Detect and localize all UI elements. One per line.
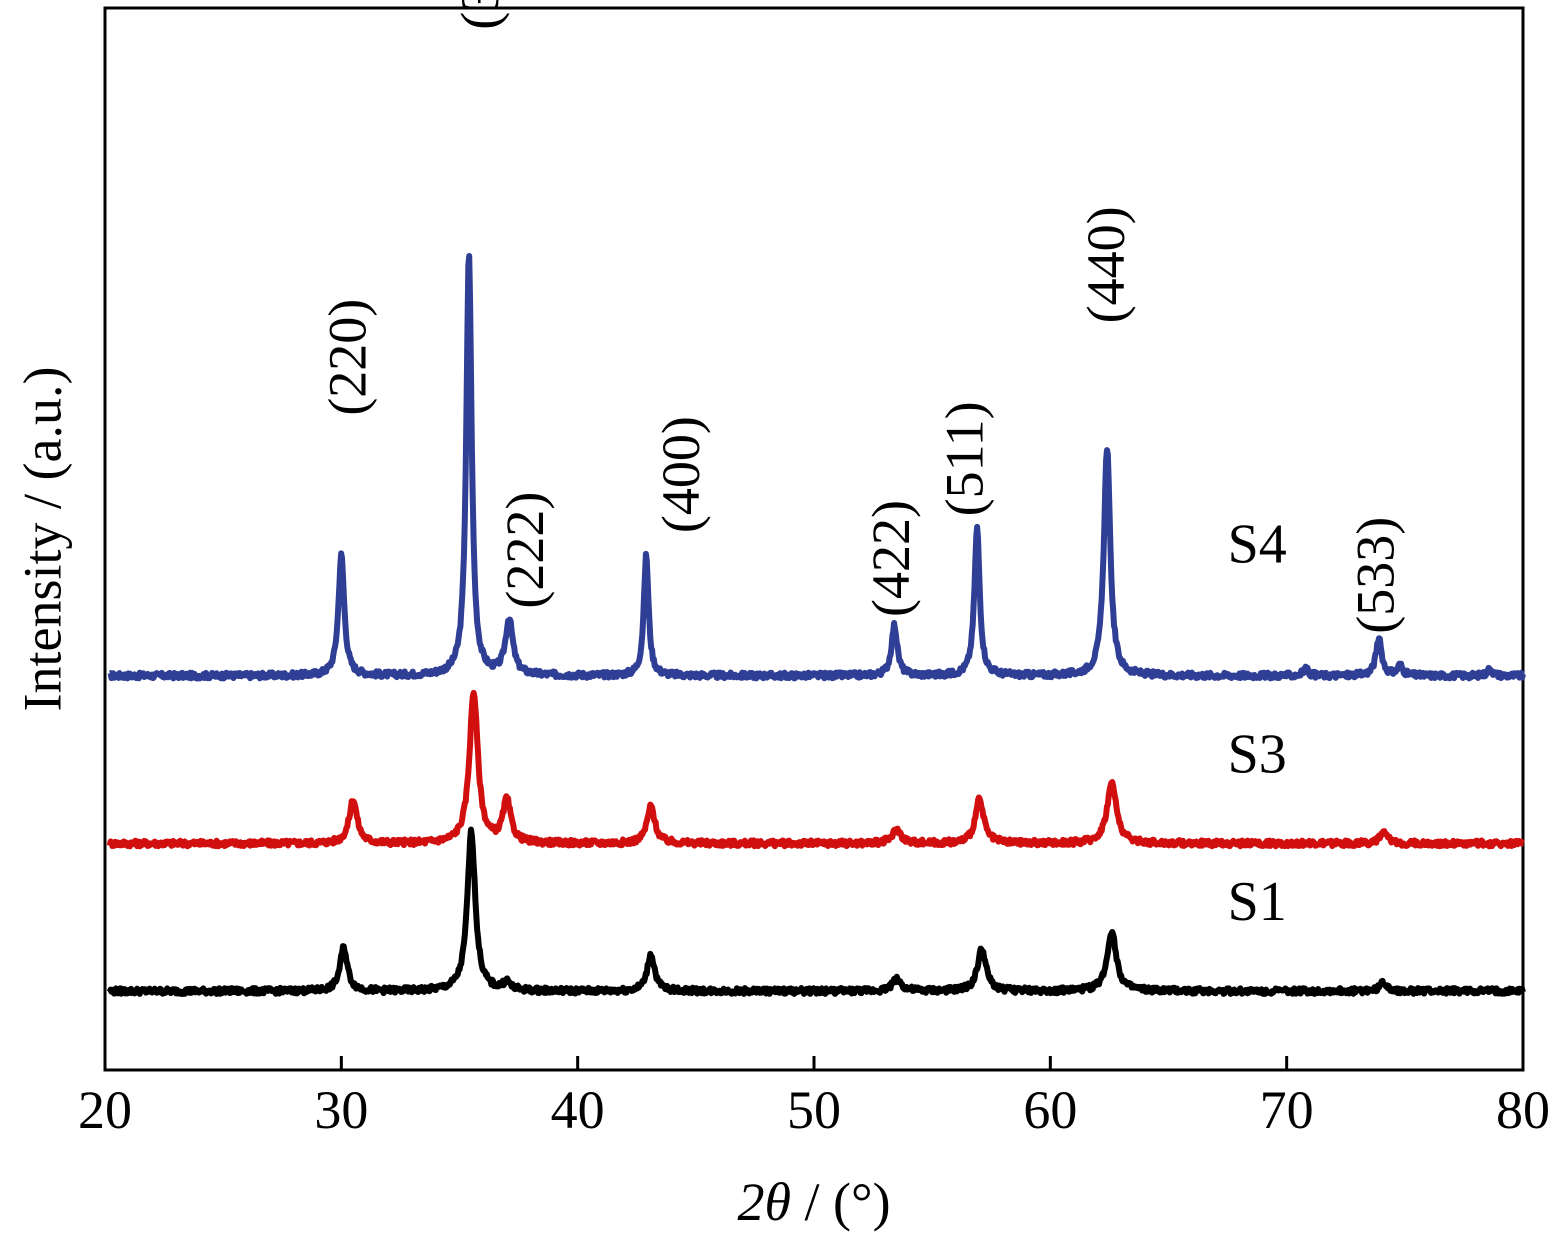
series-label-s1: S1 [1228, 871, 1287, 933]
series-line-s3 [106, 689, 1526, 850]
peak-label: (220) [318, 299, 378, 416]
x-tick-label: 50 [787, 1080, 841, 1140]
x-axis-title-prefix: 2 [737, 1172, 764, 1232]
x-axis-title-symbol: θ [764, 1172, 791, 1232]
x-tick-label: 60 [1023, 1080, 1077, 1140]
peak-label: (400) [651, 416, 711, 533]
peak-label: (422) [861, 500, 921, 617]
plot-frame [103, 6, 1525, 1072]
peak-label: (440) [1076, 206, 1136, 323]
series-line-s4 [107, 253, 1526, 682]
peak-label: (533) [1346, 517, 1406, 634]
peak-label: (511) [934, 401, 994, 516]
x-axis-title-suffix: / (°) [791, 1172, 891, 1232]
y-axis-title: Intensity / (a.u.) [12, 367, 72, 712]
x-tick-label: 40 [551, 1080, 605, 1140]
x-tick-label: 20 [78, 1080, 132, 1140]
x-tick-label: 70 [1260, 1080, 1314, 1140]
x-tick-label: 80 [1496, 1080, 1550, 1140]
peak-label: (311) [450, 0, 510, 30]
x-tick-label: 30 [314, 1080, 368, 1140]
series-label-s3: S3 [1228, 723, 1287, 785]
series-line-s1 [106, 826, 1526, 997]
peak-label: (222) [495, 492, 555, 609]
x-axis-title: 2θ / (°) [737, 1172, 890, 1232]
series-label-s4: S4 [1228, 514, 1287, 576]
